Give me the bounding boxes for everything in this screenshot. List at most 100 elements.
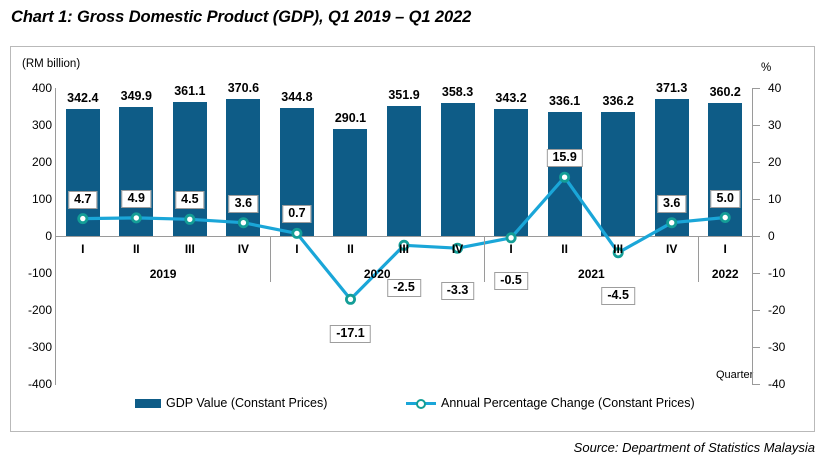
right-tick-label: 30	[768, 118, 782, 132]
percent-change-label: -4.5	[601, 286, 635, 305]
left-tick-label: -300	[27, 340, 52, 354]
year-separator	[270, 236, 272, 282]
right-tick-label: 40	[768, 81, 782, 95]
bar-2021-q3[interactable]	[601, 111, 636, 236]
right-tick-label: 20	[768, 155, 782, 169]
legend-label-annual-change: Annual Percentage Change (Constant Price…	[441, 396, 695, 410]
percent-change-label: 3.6	[656, 194, 687, 213]
quarter-label: I	[295, 242, 299, 256]
right-tick-mark	[753, 236, 760, 237]
left-axis-title: (RM billion)	[22, 58, 81, 70]
right-tick-label: -40	[768, 377, 786, 391]
bar-swatch-icon	[135, 398, 161, 408]
percent-change-label: 4.7	[68, 190, 98, 209]
line-marker[interactable]	[77, 213, 89, 225]
right-tick-label: -20	[768, 303, 786, 317]
year-separator	[484, 236, 486, 282]
right-tick-label: 0	[768, 229, 775, 243]
line-marker[interactable]	[237, 217, 249, 229]
zero-baseline	[55, 236, 753, 237]
bar-2020-q4[interactable]	[440, 103, 475, 236]
year-label-2021: 2021	[578, 267, 605, 281]
percent-change-label: 4.5	[175, 191, 205, 210]
year-label-2022: 2022	[711, 267, 739, 281]
line-marker[interactable]	[398, 239, 410, 251]
year-label-2020: 2020	[363, 267, 391, 281]
chart-legend: GDP Value (Constant Prices) Annual Perce…	[0, 396, 827, 416]
left-tick-label: -400	[27, 377, 52, 391]
line-marker[interactable]	[505, 232, 517, 244]
right-tick-label: -10	[768, 266, 786, 280]
bar-value-label: 361.1	[174, 84, 206, 99]
quarter-label: I	[81, 242, 85, 256]
bar-2021-q1[interactable]	[494, 109, 529, 236]
bar-value-label: 371.3	[656, 80, 688, 95]
left-tick-label: 300	[31, 118, 52, 132]
line-marker[interactable]	[291, 227, 303, 239]
x-axis-title: Quarter	[716, 369, 754, 381]
left-tick-label: 200	[31, 155, 52, 169]
percent-change-label: -0.5	[494, 271, 528, 290]
line-marker[interactable]	[184, 213, 196, 225]
legend-item-annual-change: Annual Percentage Change (Constant Price…	[406, 396, 695, 410]
right-axis-ticks: 40 30 20 10 0 -10 -20 -30 -40	[754, 0, 814, 465]
year-separator	[698, 236, 700, 282]
bar-value-label: 360.2	[709, 84, 741, 99]
bar-value-label: 358.3	[441, 85, 474, 100]
right-tick-label: -30	[768, 340, 786, 354]
line-marker[interactable]	[451, 242, 463, 254]
line-marker[interactable]	[612, 247, 624, 259]
right-tick-mark	[753, 125, 760, 126]
percent-change-label: 4.9	[121, 189, 151, 208]
line-marker[interactable]	[666, 217, 678, 229]
bar-value-label: 342.4	[67, 91, 99, 106]
left-axis-ticks: 400 300 200 100 0 -100 -200 -300 -400	[4, 0, 52, 465]
line-marker[interactable]	[344, 293, 356, 305]
bar-value-label: 343.2	[495, 91, 527, 106]
left-tick-label: 400	[31, 81, 52, 95]
bar-2019-q3[interactable]	[172, 102, 207, 236]
bar-2019-q4[interactable]	[226, 98, 261, 236]
quarter-label: II	[347, 242, 354, 256]
bar-value-label: 336.2	[602, 93, 634, 108]
quarter-label: IV	[237, 242, 250, 256]
bar-2020-q3[interactable]	[387, 105, 421, 236]
percent-change-label: -17.1	[330, 325, 371, 344]
bar-value-label: 370.6	[227, 80, 260, 95]
quarter-label: I	[723, 242, 727, 256]
quarter-label: III	[613, 242, 624, 256]
percent-change-label: -2.5	[387, 279, 421, 298]
right-tick-mark	[753, 88, 760, 89]
quarter-label: III	[184, 242, 195, 256]
right-tick-mark	[753, 347, 760, 348]
quarter-label: I	[509, 242, 513, 256]
quarter-label: II	[132, 242, 140, 256]
legend-label-gdp-value: GDP Value (Constant Prices)	[166, 396, 328, 410]
right-tick-mark	[753, 273, 760, 274]
line-marker[interactable]	[719, 211, 731, 223]
source-note: Source: Department of Statistics Malaysi…	[573, 440, 815, 455]
page-title: Chart 1: Gross Domestic Product (GDP), Q…	[11, 8, 472, 26]
line-marker[interactable]	[130, 212, 142, 224]
bar-value-label: 344.8	[281, 90, 313, 105]
percent-change-label: 5.0	[710, 189, 740, 208]
left-tick-label: 0	[45, 229, 52, 243]
year-label-2019: 2019	[149, 267, 177, 281]
legend-item-gdp-value: GDP Value (Constant Prices)	[135, 396, 327, 410]
quarter-label: II	[561, 242, 568, 256]
bar-value-label: 290.1	[334, 110, 367, 125]
right-tick-mark	[753, 199, 760, 200]
bar-value-label: 336.1	[548, 93, 581, 108]
percent-change-label: 3.6	[228, 194, 259, 213]
line-marker[interactable]	[559, 171, 571, 183]
right-axis-title: %	[761, 62, 772, 74]
quarter-label: IV	[666, 242, 678, 256]
bar-2021-q4[interactable]	[654, 98, 689, 236]
right-tick-mark	[753, 310, 760, 311]
percent-change-label: 15.9	[546, 149, 583, 168]
percent-change-label: -3.3	[440, 282, 475, 301]
quarter-label: III	[398, 242, 410, 256]
bar-2020-q2[interactable]	[333, 128, 368, 236]
line-marker-swatch-icon	[406, 397, 436, 409]
